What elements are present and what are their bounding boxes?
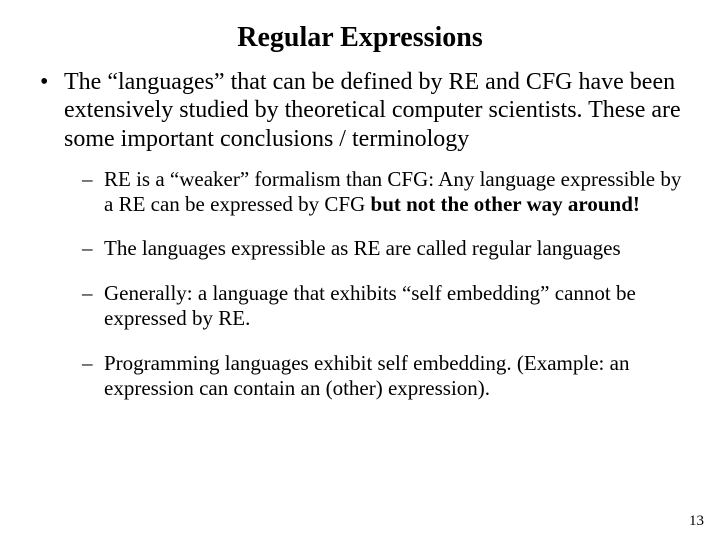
list-item: RE is a “weaker” formalism than CFG: Any… — [82, 167, 682, 217]
page-number: 13 — [689, 513, 704, 530]
sub-point-text: Generally: a language that exhibits “sel… — [104, 281, 636, 330]
slide: Regular Expressions The “languages” that… — [0, 0, 720, 540]
list-item: Programming languages exhibit self embed… — [82, 351, 682, 401]
bullet-list-lvl2: RE is a “weaker” formalism than CFG: Any… — [64, 167, 682, 400]
bullet-list-lvl1: The “languages” that can be defined by R… — [38, 68, 682, 400]
sub-point-bold: but not the other way around! — [371, 192, 640, 216]
slide-title: Regular Expressions — [0, 0, 720, 64]
slide-body: The “languages” that can be defined by R… — [0, 64, 720, 400]
main-point-text: The “languages” that can be defined by R… — [64, 69, 681, 152]
sub-point-text: Programming languages exhibit self embed… — [104, 351, 629, 400]
list-item: The languages expressible as RE are call… — [82, 236, 682, 261]
list-item: The “languages” that can be defined by R… — [38, 68, 682, 400]
sub-point-text: The languages expressible as RE are call… — [104, 236, 621, 260]
list-item: Generally: a language that exhibits “sel… — [82, 281, 682, 331]
